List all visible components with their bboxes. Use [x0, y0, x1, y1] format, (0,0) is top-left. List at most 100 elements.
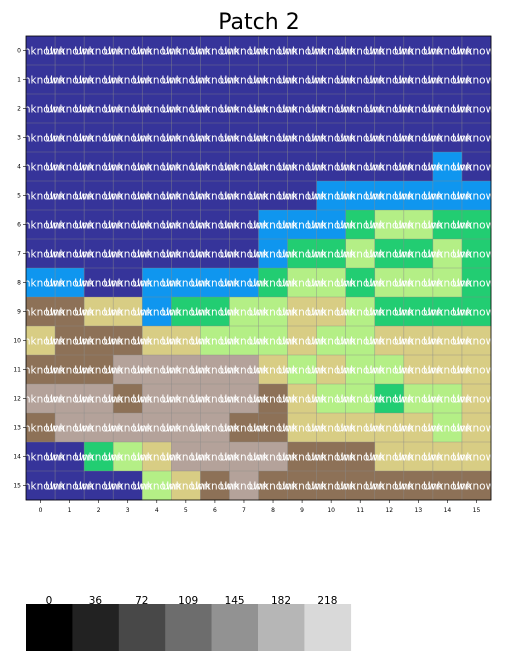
heatmap-cell: [55, 36, 85, 66]
cell-label: Unknown: [249, 278, 298, 290]
cell-label: Unknown: [220, 278, 269, 290]
cell-label: Unknown: [132, 220, 181, 232]
cell-label: Unknown: [423, 133, 472, 145]
heatmap-cell: [26, 36, 56, 66]
cell-label: Unknown: [452, 133, 501, 145]
heatmap-cell: [113, 413, 143, 443]
cell-label: Unknown: [278, 191, 327, 203]
heatmap-cell: [403, 152, 434, 182]
cell-label: Unknown: [452, 307, 501, 319]
cell-label: Unknown: [161, 336, 210, 348]
cell-label: Unknown: [191, 249, 240, 261]
cell-label: Unknown: [161, 220, 210, 232]
heatmap-cell: [171, 181, 201, 211]
heatmap-cell: [84, 355, 114, 385]
heatmap-cell: [287, 471, 317, 501]
cell-label: Unknown: [191, 365, 240, 377]
cell-label: Unknown: [249, 46, 298, 58]
cell-label: Unknown: [249, 452, 298, 464]
heatmap-cell: [142, 210, 172, 240]
heatmap-cell: [142, 152, 172, 182]
cell-label: Unknown: [16, 46, 65, 58]
cell-label: Unknown: [365, 133, 414, 145]
cell-label: Unknown: [191, 46, 240, 58]
heatmap-cell: [84, 239, 114, 269]
cell-label: Unknown: [220, 307, 269, 319]
cell-label: Unknown: [423, 365, 472, 377]
cell-label: Unknown: [191, 162, 240, 174]
heatmap-cell: [84, 384, 114, 414]
heatmap-cell: [345, 413, 376, 443]
heatmap-cell: [113, 384, 143, 414]
cell-label: Unknown: [423, 191, 472, 203]
heatmap-cell: [461, 442, 492, 472]
cell-label: Unknown: [394, 133, 443, 145]
heatmap-cell: [55, 442, 85, 472]
heatmap-cell: [316, 326, 346, 356]
cell-label: Unknown: [220, 104, 269, 116]
cell-label: Unknown: [220, 249, 269, 261]
heatmap-cell: [403, 471, 434, 501]
heatmap-cell: [403, 239, 434, 269]
cell-label: Unknown: [452, 191, 501, 203]
cell-label: Unknown: [336, 46, 385, 58]
heatmap-cell: [200, 268, 230, 298]
cell-label: Unknown: [220, 452, 269, 464]
cell-label: Unknown: [74, 423, 123, 435]
cell-label: Unknown: [278, 75, 327, 87]
heatmap-cell: [26, 297, 56, 327]
heatmap-cell: [316, 210, 346, 240]
y-tick-label: 6: [17, 222, 21, 229]
heatmap-cell: [113, 65, 143, 95]
cell-label: Unknown: [278, 307, 327, 319]
heatmap-cell: [171, 413, 201, 443]
heatmap-cell: [55, 326, 85, 356]
cell-label: Unknown: [278, 133, 327, 145]
heatmap-cell: [345, 152, 376, 182]
cell-label: Unknown: [161, 75, 210, 87]
heatmap-cell: [374, 94, 405, 124]
heatmap-cell: [200, 210, 230, 240]
x-axis-ticks: 0 1 2 3 4 5 6 7 8 9 10 11 12 13 14 15: [39, 500, 480, 514]
heatmap-cell: [26, 471, 56, 501]
cell-label: Unknown: [394, 452, 443, 464]
heatmap-cell: [26, 239, 56, 269]
heatmap-cell: [345, 123, 376, 153]
heatmap-cell: [316, 297, 346, 327]
heatmap-cell: [113, 36, 143, 66]
heatmap-cell: [287, 210, 317, 240]
cell-label: Unknown: [394, 220, 443, 232]
heatmap-cell: [26, 152, 56, 182]
cell-label: Unknown: [161, 104, 210, 116]
heatmap-cell: [316, 94, 346, 124]
heatmap-cell: [229, 152, 259, 182]
cell-label: Unknown: [307, 104, 356, 116]
heatmap-cell: [316, 442, 346, 472]
heatmap-cell: [403, 210, 434, 240]
heatmap-cell: [26, 413, 56, 443]
colorbar-swatch: [304, 604, 352, 651]
cell-label: Unknown: [307, 336, 356, 348]
heatmap-cell: [345, 65, 376, 95]
heatmap-cell: [84, 471, 114, 501]
cell-label: Unknown: [278, 220, 327, 232]
cell-label: Unknown: [336, 365, 385, 377]
cell-label: Unknown: [45, 394, 94, 406]
heatmap: [26, 36, 492, 501]
heatmap-cell: [374, 181, 405, 211]
heatmap-cell: [171, 123, 201, 153]
cell-label: Unknown: [220, 75, 269, 87]
cell-label: Unknown: [161, 162, 210, 174]
cell-label: Unknown: [249, 75, 298, 87]
cell-label: Unknown: [16, 191, 65, 203]
cell-label: Unknown: [191, 336, 240, 348]
heatmap-cell: [316, 355, 346, 385]
heatmap-cell: [171, 326, 201, 356]
cell-label: Unknown: [394, 191, 443, 203]
cell-label: Unknown: [394, 423, 443, 435]
heatmap-cell: [26, 268, 56, 298]
cell-label: Unknown: [452, 336, 501, 348]
heatmap-cell: [345, 384, 376, 414]
heatmap-cell: [200, 471, 230, 501]
cell-label: Unknown: [103, 220, 152, 232]
